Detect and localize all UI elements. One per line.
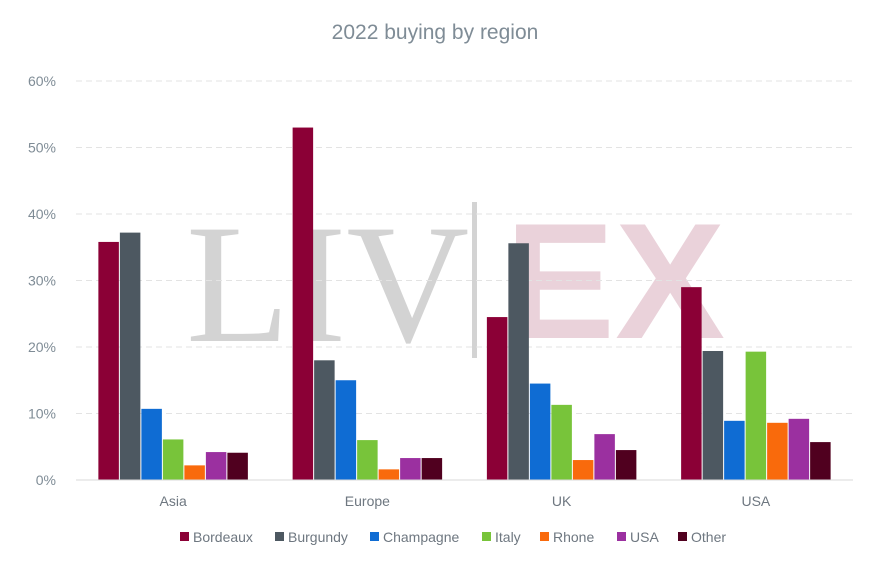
y-tick-label: 40%	[28, 206, 56, 222]
bar-uk-bordeaux	[486, 317, 508, 480]
legend-label-other: Other	[691, 529, 726, 545]
bar-uk-usa	[594, 434, 615, 480]
chart-title: 2022 buying by region	[332, 21, 539, 44]
y-tick-label: 0%	[36, 472, 56, 488]
bar-europe-bordeaux	[292, 127, 314, 481]
legend-label-italy: Italy	[495, 529, 521, 545]
legend-swatch-bordeaux	[180, 532, 189, 541]
bar-europe-rhone	[378, 469, 400, 480]
x-category-label: Europe	[345, 493, 390, 509]
legend-swatch-usa	[617, 532, 626, 541]
bar-usa-other	[810, 442, 831, 480]
bar-europe-burgundy	[314, 360, 335, 480]
x-axis-categories: Asia Europe UK USA	[160, 493, 771, 509]
legend: Bordeaux Burgundy Champagne Italy Rhone USA Ot…	[180, 529, 726, 545]
bar-uk-other	[615, 450, 637, 480]
y-tick-label: 10%	[28, 406, 56, 422]
bar-asia-bordeaux	[98, 241, 119, 480]
legend-swatch-champagne	[370, 532, 379, 541]
x-category-label: USA	[741, 493, 770, 509]
bar-usa-burgundy	[702, 350, 724, 480]
y-tick-label: 60%	[28, 73, 56, 89]
bar-asia-other	[227, 452, 248, 480]
legend-swatch-italy	[482, 532, 491, 541]
bar-uk-italy	[551, 404, 572, 480]
bar-uk-burgundy	[508, 243, 529, 480]
bar-asia-rhone	[184, 465, 205, 480]
bar-europe-usa	[400, 458, 421, 480]
y-axis-ticks: 0% 10% 20% 30% 40% 50% 60%	[28, 73, 56, 488]
bar-asia-champagne	[141, 408, 162, 480]
y-tick-label: 50%	[28, 140, 56, 156]
y-tick-label: 20%	[28, 339, 56, 355]
bar-usa-bordeaux	[681, 287, 702, 480]
legend-label-usa: USA	[630, 529, 659, 545]
bar-asia-burgundy	[119, 232, 141, 480]
bar-europe-champagne	[335, 380, 357, 480]
x-category-label: Asia	[160, 493, 187, 509]
watermark-liv: LIV	[186, 190, 469, 378]
watermark-divider	[472, 202, 477, 358]
bars	[98, 127, 831, 481]
bar-usa-usa	[788, 418, 810, 480]
legend-label-champagne: Champagne	[383, 529, 459, 545]
legend-label-rhone: Rhone	[553, 529, 594, 545]
livex-watermark: LIV EX	[186, 189, 725, 378]
bar-europe-italy	[357, 440, 378, 480]
legend-swatch-rhone	[540, 532, 549, 541]
legend-swatch-burgundy	[275, 532, 284, 541]
bar-asia-italy	[162, 439, 184, 480]
bar-uk-rhone	[572, 460, 594, 480]
bar-asia-usa	[205, 452, 227, 480]
bar-usa-rhone	[767, 422, 788, 480]
bar-usa-italy	[745, 351, 767, 480]
y-tick-label: 30%	[28, 273, 56, 289]
legend-label-bordeaux: Bordeaux	[193, 529, 253, 545]
bar-uk-champagne	[529, 383, 551, 480]
x-category-label: UK	[552, 493, 572, 509]
legend-label-burgundy: Burgundy	[288, 529, 348, 545]
bar-usa-champagne	[724, 420, 745, 480]
bar-europe-other	[421, 458, 443, 480]
legend-swatch-other	[678, 532, 687, 541]
